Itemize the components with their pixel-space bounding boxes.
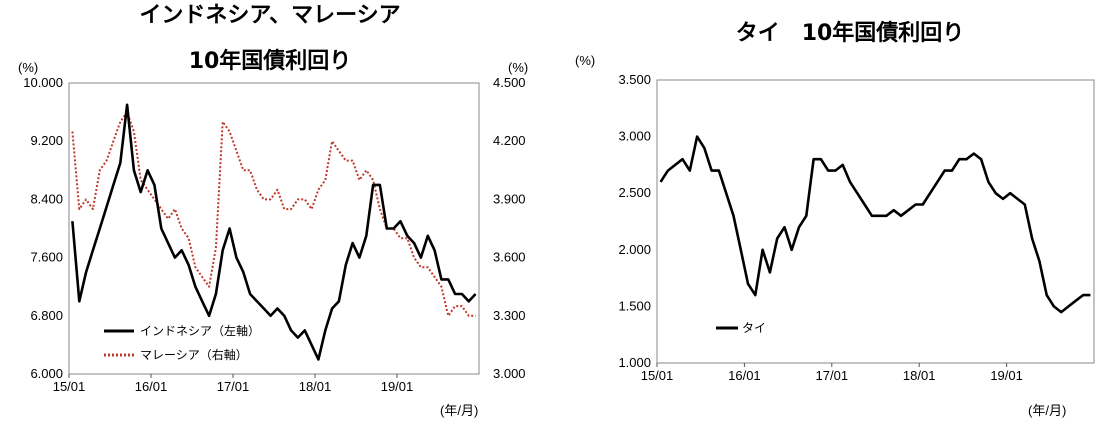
right-x-unit: (年/月) <box>1028 403 1066 418</box>
left-ytick-right-label: 4.200 <box>493 133 526 148</box>
right-xtick-label: 19/01 <box>990 368 1023 383</box>
right-ytick-left-label: 2.500 <box>618 185 651 200</box>
right-legend-label-thailand: タイ <box>742 321 766 335</box>
left-ytick-left-label: 9.200 <box>30 133 63 148</box>
left-plot-area <box>68 82 480 375</box>
right-xaxis-ticks: 15/01 16/01 17/01 18/01 19/01 <box>641 363 1023 383</box>
left-ytick-right-label: 3.000 <box>493 366 526 381</box>
left-xtick-label: 15/01 <box>53 379 86 394</box>
right-chart-title: タイ 10年国債利回り <box>736 20 965 46</box>
right-plot-area <box>656 79 1095 364</box>
left-xtick-label: 16/01 <box>135 379 168 394</box>
left-ytick-left-label: 6.000 <box>30 366 63 381</box>
left-ytick-left-label: 8.400 <box>30 191 63 206</box>
left-yaxis-right-ticks: 4.500 4.200 3.900 3.600 3.300 3.000 <box>493 75 526 381</box>
left-y-unit-right: (%) <box>508 60 528 75</box>
left-legend: インドネシア（左軸） マレーシア（右軸） <box>104 323 260 362</box>
left-x-unit: (年/月) <box>440 403 478 418</box>
left-xtick-label: 17/01 <box>217 379 250 394</box>
left-ytick-left-label: 7.600 <box>30 250 63 265</box>
right-series-line-0 <box>659 135 1091 314</box>
right-chart: タイ 10年国債利回り (%) 3.500 3.000 2.500 2.000 1.50… <box>575 20 1095 418</box>
left-ytick-left-label: 10.000 <box>23 75 63 90</box>
left-yaxis-left-ticks: 10.000 9.200 8.400 7.600 6.800 6.000 <box>23 75 63 381</box>
right-xtick-label: 17/01 <box>816 368 849 383</box>
right-y-unit: (%) <box>575 53 595 68</box>
left-chart-title-line2: 10年国債利回り <box>189 48 352 74</box>
left-series-group <box>71 103 477 361</box>
left-ytick-left-label: 6.800 <box>30 308 63 323</box>
right-xtick-label: 16/01 <box>728 368 761 383</box>
left-ytick-right-label: 4.500 <box>493 75 526 90</box>
right-ytick-left-label: 2.000 <box>618 242 651 257</box>
left-ytick-right-label: 3.600 <box>493 250 526 265</box>
right-ytick-left-label: 3.000 <box>618 129 651 144</box>
right-yaxis-ticks: 3.500 3.000 2.500 2.000 1.500 1.000 <box>618 72 651 370</box>
left-ytick-right-label: 3.300 <box>493 308 526 323</box>
right-series-group <box>659 135 1091 314</box>
left-xtick-label: 19/01 <box>381 379 414 394</box>
right-ytick-left-label: 1.000 <box>618 355 651 370</box>
left-legend-label-malaysia: マレーシア（右軸） <box>140 347 248 362</box>
left-chart-title-line1: インドネシア、マレーシア <box>139 3 400 28</box>
right-xtick-label: 18/01 <box>903 368 936 383</box>
left-series-line-0 <box>71 103 477 361</box>
left-chart: インドネシア、マレーシア 10年国債利回り (%) (%) 10.000 9.20… <box>18 3 528 418</box>
left-xaxis-ticks: 15/01 16/01 17/01 18/01 19/01 <box>53 374 414 394</box>
right-legend: タイ <box>716 321 766 335</box>
left-legend-label-indonesia: インドネシア（左軸） <box>140 323 260 338</box>
left-xtick-label: 18/01 <box>299 379 332 394</box>
left-y-unit-left: (%) <box>18 60 38 75</box>
left-ytick-right-label: 3.900 <box>493 191 526 206</box>
right-ytick-left-label: 1.500 <box>618 298 651 313</box>
right-xtick-label: 15/01 <box>641 368 674 383</box>
left-series-line-1 <box>71 111 476 317</box>
right-ytick-left-label: 3.500 <box>618 72 651 87</box>
